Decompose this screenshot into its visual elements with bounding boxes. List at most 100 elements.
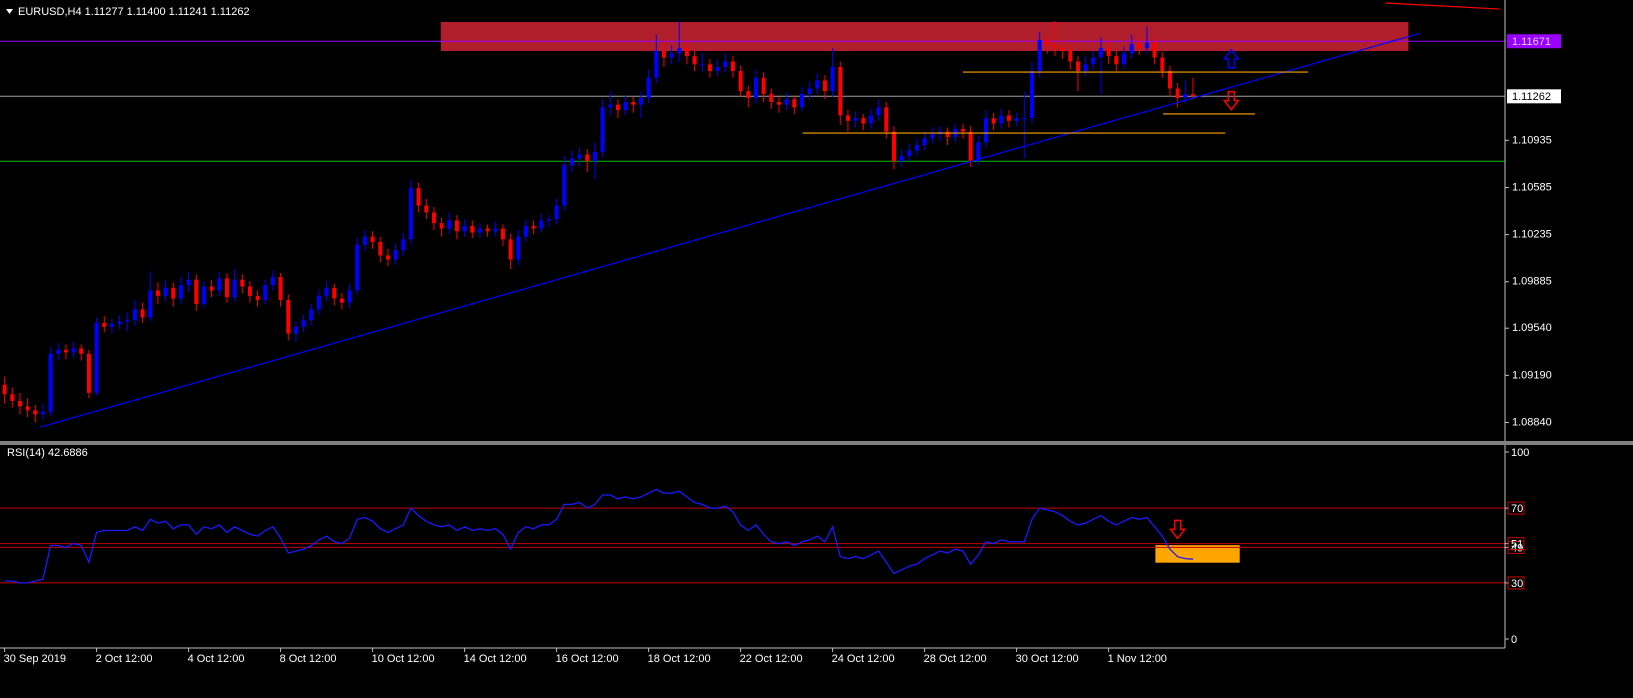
candle-body	[891, 131, 896, 162]
candle-body	[792, 99, 797, 108]
candle-body	[838, 66, 843, 116]
candle-body	[439, 223, 444, 229]
y-tick-label: 100	[1511, 447, 1529, 459]
candle-body	[316, 295, 321, 310]
rsi-label: RSI(14) 42.6886	[7, 447, 88, 459]
candle-body	[102, 322, 107, 327]
candle-body	[945, 131, 950, 137]
level-tag	[1507, 576, 1525, 590]
x-tick-label: 4 Oct 12:00	[188, 653, 245, 665]
candle-body	[416, 188, 421, 206]
candle-body	[669, 53, 674, 58]
candle-body	[109, 324, 114, 327]
candle-body	[25, 406, 30, 411]
candle-body	[960, 128, 965, 132]
candle-body	[746, 91, 751, 98]
level-tag-label: 1.11671	[1512, 36, 1551, 48]
candle-body	[646, 77, 651, 98]
candle-body	[807, 88, 812, 94]
candle-body	[508, 239, 513, 260]
candle-body	[33, 410, 38, 415]
candle-body	[362, 236, 367, 245]
candle-body	[1045, 40, 1050, 46]
candle-body	[94, 322, 99, 393]
y-tick-label: 0	[1511, 634, 1517, 646]
candle-body	[715, 66, 720, 71]
candle-body	[730, 61, 735, 71]
candle-body	[845, 115, 850, 121]
candle-body	[677, 48, 682, 54]
candle-body	[853, 118, 858, 121]
candle-body	[539, 220, 544, 229]
y-tick-label: 1.10585	[1512, 181, 1552, 193]
candle-body	[608, 104, 613, 108]
candle-body	[209, 286, 214, 291]
candle-body	[201, 286, 206, 304]
candle-body	[1137, 44, 1142, 49]
candle-body	[815, 80, 820, 89]
candle-body	[531, 225, 536, 229]
candle-body	[1114, 56, 1119, 65]
candle-body	[546, 219, 551, 221]
candle-body	[1060, 48, 1065, 51]
candle-body	[799, 93, 804, 108]
candle-body	[1183, 94, 1188, 98]
rsi-line	[4, 488, 1194, 584]
candle-body	[477, 228, 482, 233]
candle-body	[822, 80, 827, 92]
candle-body	[355, 244, 360, 291]
zone-rectangle	[1155, 545, 1240, 563]
candle-body	[1083, 64, 1088, 71]
candle-body	[922, 138, 927, 146]
candle-body	[293, 326, 298, 334]
candle-body	[309, 309, 314, 321]
candle-body	[263, 285, 268, 300]
candle-body	[470, 225, 475, 233]
y-tick-label: 1.09190	[1512, 369, 1552, 381]
candle-body	[1144, 42, 1149, 49]
candle-body	[1160, 57, 1165, 71]
x-tick-label: 14 Oct 12:00	[464, 653, 527, 665]
candle-body	[424, 205, 429, 213]
candle-body	[217, 278, 222, 291]
signal-arrow	[1222, 90, 1240, 111]
x-tick-label: 10 Oct 12:00	[372, 653, 435, 665]
candle-body	[1175, 88, 1180, 98]
candle-body	[592, 151, 597, 162]
candle-body	[623, 101, 628, 111]
candle-body	[907, 150, 912, 156]
y-tick-label: 1.10235	[1512, 229, 1552, 241]
candle-body	[408, 188, 413, 240]
level-tag	[1507, 501, 1525, 515]
x-tick-label: 18 Oct 12:00	[648, 653, 711, 665]
rsi-pane	[0, 488, 1505, 584]
x-tick-label: 16 Oct 12:00	[556, 653, 619, 665]
candle-body	[523, 225, 528, 237]
price-pane	[0, 2, 1505, 428]
x-tick-label: 8 Oct 12:00	[280, 653, 337, 665]
candle-body	[125, 320, 130, 322]
candle-body	[692, 56, 697, 65]
candle-body	[2, 384, 7, 395]
candle-body	[569, 158, 574, 166]
candle-body	[454, 220, 459, 232]
candle-body	[500, 228, 505, 240]
candle-body	[1022, 118, 1027, 120]
y-tick-label: 1.09540	[1512, 322, 1552, 334]
candle-body	[1068, 50, 1073, 62]
candle-body	[148, 290, 153, 318]
zone-rectangle	[440, 21, 1409, 52]
y-tick-label: 49	[1511, 542, 1523, 554]
signal-arrow	[1169, 519, 1187, 540]
y-tick-label: 1.10935	[1512, 134, 1552, 146]
candle-body	[86, 353, 91, 393]
candle-body	[10, 394, 15, 401]
candle-body	[654, 50, 659, 78]
x-tick-label: 30 Oct 12:00	[1016, 653, 1079, 665]
candle-body	[1121, 53, 1126, 65]
y-tick-label: 30	[1511, 578, 1523, 590]
y-tick-label: 1.09885	[1512, 276, 1552, 288]
candle-body	[615, 104, 620, 111]
